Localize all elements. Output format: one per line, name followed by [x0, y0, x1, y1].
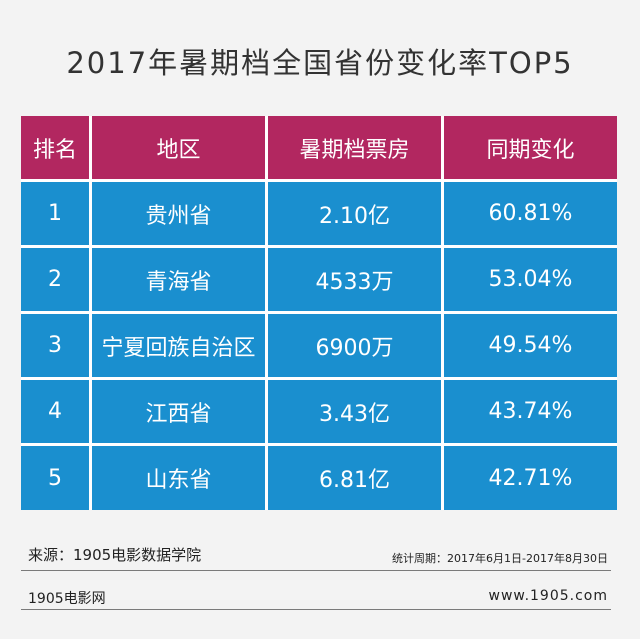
cell-region: 山东省	[92, 446, 268, 510]
footer-bottom-divider	[21, 609, 611, 610]
cell-change: 53.04%	[444, 248, 617, 311]
site-url: www.1905.com	[488, 588, 608, 604]
footer-divider	[21, 570, 611, 571]
header-cell-box-office: 暑期档票房	[268, 116, 444, 179]
table-row: 3 宁夏回族自治区 6900万 49.54%	[21, 314, 617, 380]
cell-rank: 1	[21, 182, 92, 245]
cell-box-office: 6.81亿	[268, 446, 444, 510]
cell-rank: 3	[21, 314, 92, 377]
period-text: 统计周期：2017年6月1日-2017年8月30日	[392, 552, 608, 565]
data-table: 排名 地区 暑期档票房 同期变化 1 贵州省 2.10亿 60.81% 2 青海…	[21, 116, 617, 510]
cell-rank: 5	[21, 446, 92, 510]
header-cell-region: 地区	[92, 116, 268, 179]
cell-region: 贵州省	[92, 182, 268, 245]
cell-box-office: 6900万	[268, 314, 444, 377]
cell-change: 60.81%	[444, 182, 617, 245]
cell-change: 42.71%	[444, 446, 617, 510]
cell-rank: 4	[21, 380, 92, 443]
brand-text: 1905电影网	[28, 591, 106, 607]
page-title: 2017年暑期档全国省份变化率TOP5	[66, 46, 574, 80]
table-row: 5 山东省 6.81亿 42.71%	[21, 446, 617, 510]
cell-box-office: 3.43亿	[268, 380, 444, 443]
cell-box-office: 2.10亿	[268, 182, 444, 245]
table-row: 1 贵州省 2.10亿 60.81%	[21, 182, 617, 248]
source-text: 来源：1905电影数据学院	[28, 546, 202, 564]
cell-change: 43.74%	[444, 380, 617, 443]
cell-box-office: 4533万	[268, 248, 444, 311]
cell-region: 江西省	[92, 380, 268, 443]
header-cell-rank: 排名	[21, 116, 92, 179]
cell-region: 青海省	[92, 248, 268, 311]
table-row: 4 江西省 3.43亿 43.74%	[21, 380, 617, 446]
cell-rank: 2	[21, 248, 92, 311]
cell-region: 宁夏回族自治区	[92, 314, 268, 377]
table-header-row: 排名 地区 暑期档票房 同期变化	[21, 116, 617, 182]
table-row: 2 青海省 4533万 53.04%	[21, 248, 617, 314]
header-cell-change: 同期变化	[444, 116, 617, 179]
cell-change: 49.54%	[444, 314, 617, 377]
